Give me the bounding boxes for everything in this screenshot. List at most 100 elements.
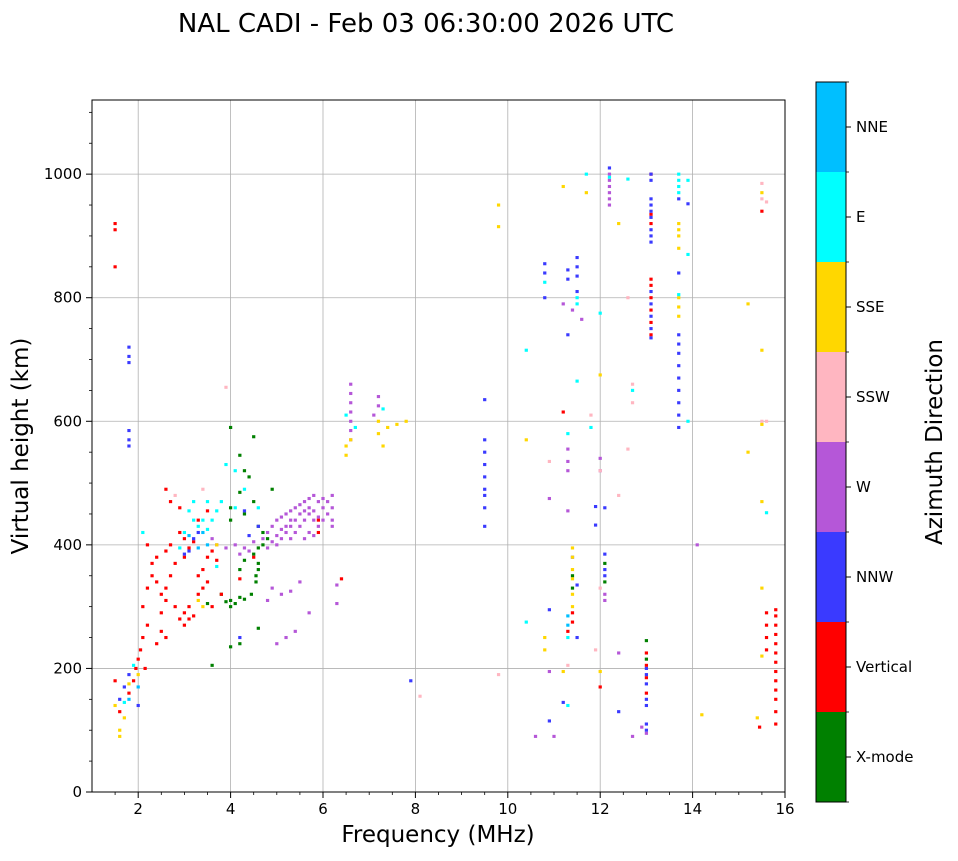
point-sse (496, 203, 501, 207)
point-w (298, 580, 302, 584)
point-sse (617, 222, 621, 226)
point-x-mode (238, 453, 242, 457)
point-w (330, 506, 334, 510)
point-w (289, 509, 293, 513)
point-x-mode (242, 558, 247, 562)
point-w (284, 524, 288, 528)
point-w (533, 734, 538, 738)
point-nnw (686, 202, 690, 206)
point-vertical (134, 666, 138, 670)
colorbar-segment (816, 352, 846, 442)
point-vertical (252, 555, 256, 559)
x-tick-label: 16 (775, 800, 794, 818)
point-vertical (159, 629, 163, 633)
point-nnw (603, 552, 607, 556)
point-sse (561, 184, 565, 189)
point-vertical (182, 537, 187, 541)
point-ssw (589, 413, 593, 417)
point-vertical (113, 679, 117, 683)
point-w (307, 530, 311, 535)
point-sse (677, 222, 681, 226)
point-vertical (141, 635, 145, 640)
x-tick-label: 10 (498, 800, 517, 818)
point-vertical (145, 623, 150, 627)
point-nnw (483, 524, 487, 528)
point-w (261, 537, 265, 541)
point-vertical (187, 617, 191, 621)
point-e (686, 252, 690, 257)
point-nnw (644, 703, 649, 708)
point-nnw (677, 364, 681, 368)
point-nnw (617, 710, 621, 714)
point-sse (677, 228, 681, 232)
point-nne (566, 623, 570, 627)
point-vertical (150, 574, 154, 578)
point-vertical (113, 228, 117, 232)
point-x-mode (270, 487, 274, 491)
point-x-mode (238, 490, 242, 494)
point-sse (543, 648, 547, 652)
point-vertical (316, 530, 320, 535)
point-w (607, 172, 612, 176)
point-vertical (145, 586, 150, 590)
colorbar-segment (816, 172, 846, 262)
point-w (312, 493, 316, 497)
point-sse (118, 734, 122, 738)
point-vertical (187, 605, 191, 609)
point-nnw (483, 438, 487, 442)
point-w (289, 537, 293, 541)
point-ssw (764, 419, 769, 423)
point-w (607, 203, 612, 207)
point-x-mode (603, 561, 607, 565)
point-sse (404, 419, 408, 423)
point-sse (376, 419, 381, 423)
point-sse (677, 246, 681, 250)
colorbar-tick-label: W (856, 478, 871, 496)
point-w (265, 598, 270, 603)
point-x-mode (228, 506, 233, 510)
point-vertical (182, 611, 187, 615)
point-vertical (159, 611, 163, 615)
x-tick-label: 4 (226, 800, 236, 818)
colorbar-segment (816, 712, 846, 802)
colorbar-tick-label: SSE (856, 298, 885, 316)
point-vertical (127, 691, 131, 695)
point-e (196, 524, 200, 528)
point-vertical (774, 660, 778, 664)
point-sse (496, 225, 501, 229)
point-ssw (547, 459, 551, 463)
point-nnw (127, 345, 131, 349)
point-sse (113, 703, 117, 708)
point-e (686, 178, 690, 182)
point-w (293, 530, 297, 535)
point-e (242, 487, 247, 491)
colorbar-tick-label: NNW (856, 568, 893, 586)
point-nnw (575, 256, 579, 260)
point-sse (700, 713, 704, 717)
point-vertical (339, 577, 344, 581)
point-e (524, 348, 528, 352)
point-vertical (774, 697, 778, 701)
point-e (122, 700, 126, 704)
point-nnw (182, 552, 187, 556)
point-e (566, 432, 570, 436)
colorbar-label: Azimuth Direction (922, 339, 948, 545)
point-e (192, 500, 196, 504)
point-nnw (644, 728, 649, 732)
point-sse (570, 546, 575, 550)
point-e (589, 425, 593, 430)
point-nnw (644, 673, 649, 677)
point-x-mode (256, 561, 260, 565)
point-w (372, 413, 376, 417)
point-vertical (760, 209, 764, 213)
point-vertical (774, 710, 778, 714)
point-x-mode (256, 546, 260, 550)
point-sse (570, 577, 575, 581)
point-ssw (764, 200, 769, 204)
point-nne (566, 614, 570, 618)
point-nnw (649, 215, 653, 219)
point-vertical (155, 580, 159, 584)
point-vertical (178, 506, 182, 510)
point-vertical (164, 586, 168, 590)
point-w (242, 546, 247, 550)
